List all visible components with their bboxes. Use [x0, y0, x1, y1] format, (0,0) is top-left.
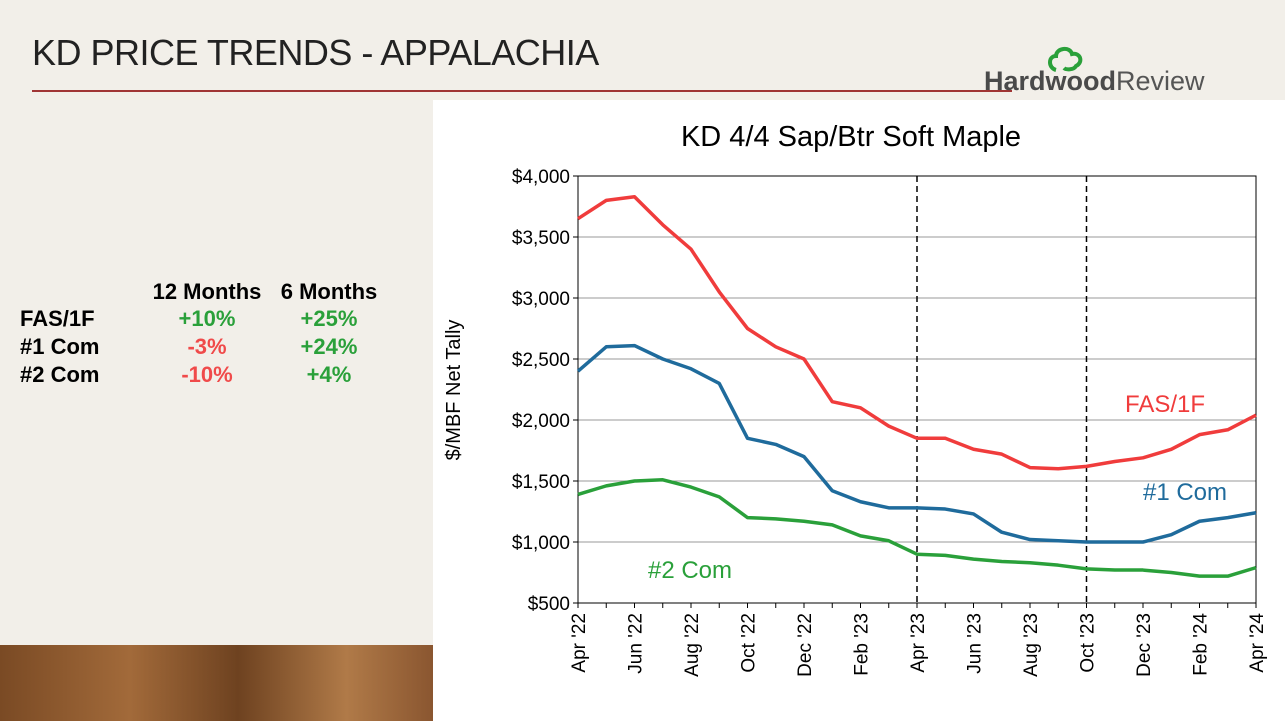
series-label: #1 Com: [1143, 479, 1227, 506]
x-tick-label: Dec '22: [795, 613, 816, 677]
chart: KD 4/4 Sap/Btr Soft Maple $/MBF Net Tall…: [0, 0, 1285, 721]
series-label: FAS/1F: [1125, 391, 1205, 418]
slide: KD PRICE TRENDS - APPALACHIA HardwoodRev…: [0, 0, 1285, 721]
y-tick-label: $1,500: [512, 472, 570, 493]
x-tick-label: Apr '23: [908, 613, 929, 673]
y-tick-label: $4,000: [512, 167, 570, 188]
x-tick-label: Feb '24: [1191, 613, 1212, 676]
x-tick-label: Aug '23: [1021, 613, 1042, 677]
x-tick-label: Dec '23: [1134, 613, 1155, 677]
y-tick-label: $3,000: [512, 289, 570, 310]
y-tick-label: $2,500: [512, 350, 570, 371]
y-tick-label: $3,500: [512, 228, 570, 249]
y-tick-label: $2,000: [512, 411, 570, 432]
x-tick-label: Apr '22: [569, 613, 590, 673]
x-tick-label: Jun '22: [626, 613, 647, 674]
y-tick-label: $500: [528, 594, 570, 615]
x-tick-label: Feb '23: [852, 613, 873, 676]
y-axis-label: $/MBF Net Tally: [443, 320, 465, 461]
x-tick-label: Jun '23: [965, 613, 986, 674]
y-tick-label: $1,000: [512, 533, 570, 554]
x-tick-label: Apr '24: [1247, 613, 1268, 673]
x-tick-label: Aug '22: [682, 613, 703, 677]
x-tick-label: Oct '22: [739, 613, 760, 673]
chart-title: KD 4/4 Sap/Btr Soft Maple: [681, 121, 1021, 153]
x-tick-label: Oct '23: [1078, 613, 1099, 673]
series-label: #2 Com: [648, 557, 732, 584]
